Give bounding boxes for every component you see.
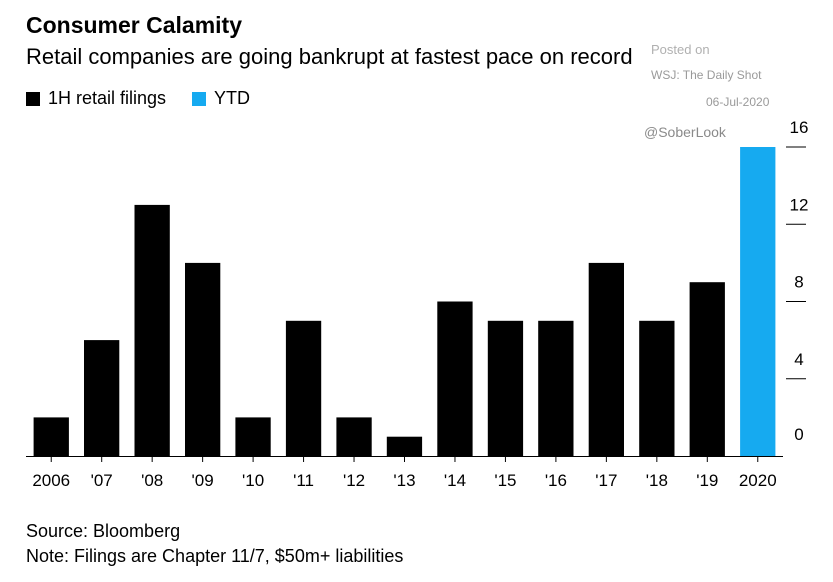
legend-item-ytd: YTD bbox=[192, 88, 250, 109]
x-tick-label-1: '07 bbox=[91, 471, 113, 490]
watermark-source: WSJ: The Daily Shot bbox=[651, 68, 762, 82]
chart-subtitle: Retail companies are going bankrupt at f… bbox=[26, 44, 633, 69]
x-tick-label-9: '15 bbox=[494, 471, 516, 490]
x-tick-label-13: '19 bbox=[696, 471, 718, 490]
x-tick-label-7: '13 bbox=[393, 471, 415, 490]
y-tick-label-2: 8 bbox=[794, 273, 803, 292]
legend-label-ytd: YTD bbox=[214, 88, 251, 108]
y-tick-label-4: 16 bbox=[790, 118, 809, 137]
watermark-date: 06-Jul-2020 bbox=[706, 95, 770, 109]
x-tick-label-8: '14 bbox=[444, 471, 466, 490]
x-tick-label-5: '11 bbox=[293, 471, 314, 490]
x-tick-label-4: '10 bbox=[242, 471, 264, 490]
filings-note: Note: Filings are Chapter 11/7, $50m+ li… bbox=[26, 546, 404, 566]
y-tick-label-3: 12 bbox=[790, 195, 809, 214]
x-tick-label-2: '08 bbox=[141, 471, 163, 490]
legend-label-1h-filings: 1H retail filings bbox=[48, 88, 167, 108]
bar-filings-5 bbox=[285, 320, 322, 456]
x-tick-labels: 2006 '07 '08 '09 '10 '11 '12 '13 '14 '15 '16 '17 '18… bbox=[32, 456, 777, 490]
bar-filings-2 bbox=[134, 204, 170, 456]
bar-filings-7 bbox=[386, 436, 423, 456]
source-note: Source: Bloomberg bbox=[26, 521, 181, 541]
bar-filings-9 bbox=[487, 320, 524, 456]
bar-filings-12 bbox=[639, 320, 675, 456]
bar-filings-13 bbox=[689, 282, 725, 456]
bars-group bbox=[26, 147, 783, 457]
bar-filings-6 bbox=[336, 417, 372, 456]
chart-title: Consumer Calamity bbox=[26, 12, 243, 38]
x-tick-label-6: '12 bbox=[343, 471, 365, 490]
watermark-posted: Posted on bbox=[651, 42, 710, 57]
bar-filings-11 bbox=[588, 262, 624, 456]
y-tick-label-0: 0 bbox=[794, 425, 803, 444]
x-tick-label-11: '17 bbox=[595, 471, 617, 490]
legend: 1H retail filings YTD bbox=[26, 88, 276, 109]
x-tick-label-3: '09 bbox=[192, 471, 214, 490]
bar-filings-8 bbox=[437, 301, 473, 456]
bar-filings-10 bbox=[538, 320, 574, 456]
x-tick-label-10: '16 bbox=[545, 471, 567, 490]
bar-filings-3 bbox=[185, 262, 221, 456]
x-tick-label-14: 2020 bbox=[739, 471, 777, 490]
x-tick-label-0: 2006 bbox=[32, 471, 70, 490]
bar-filings-0 bbox=[33, 417, 69, 456]
y-axis: 0 4 8 12 16 bbox=[786, 118, 808, 444]
y-tick-label-1: 4 bbox=[794, 350, 803, 369]
legend-item-1h-filings: 1H retail filings bbox=[26, 88, 166, 109]
x-tick-label-12: '18 bbox=[646, 471, 668, 490]
bar-filings-4 bbox=[235, 417, 271, 456]
watermark-handle: @SoberLook bbox=[644, 124, 726, 140]
bar-filings-1 bbox=[84, 340, 120, 456]
legend-swatch-1h-filings bbox=[26, 91, 40, 106]
legend-swatch-ytd bbox=[192, 91, 207, 106]
bar-ytd-14 bbox=[740, 147, 776, 456]
